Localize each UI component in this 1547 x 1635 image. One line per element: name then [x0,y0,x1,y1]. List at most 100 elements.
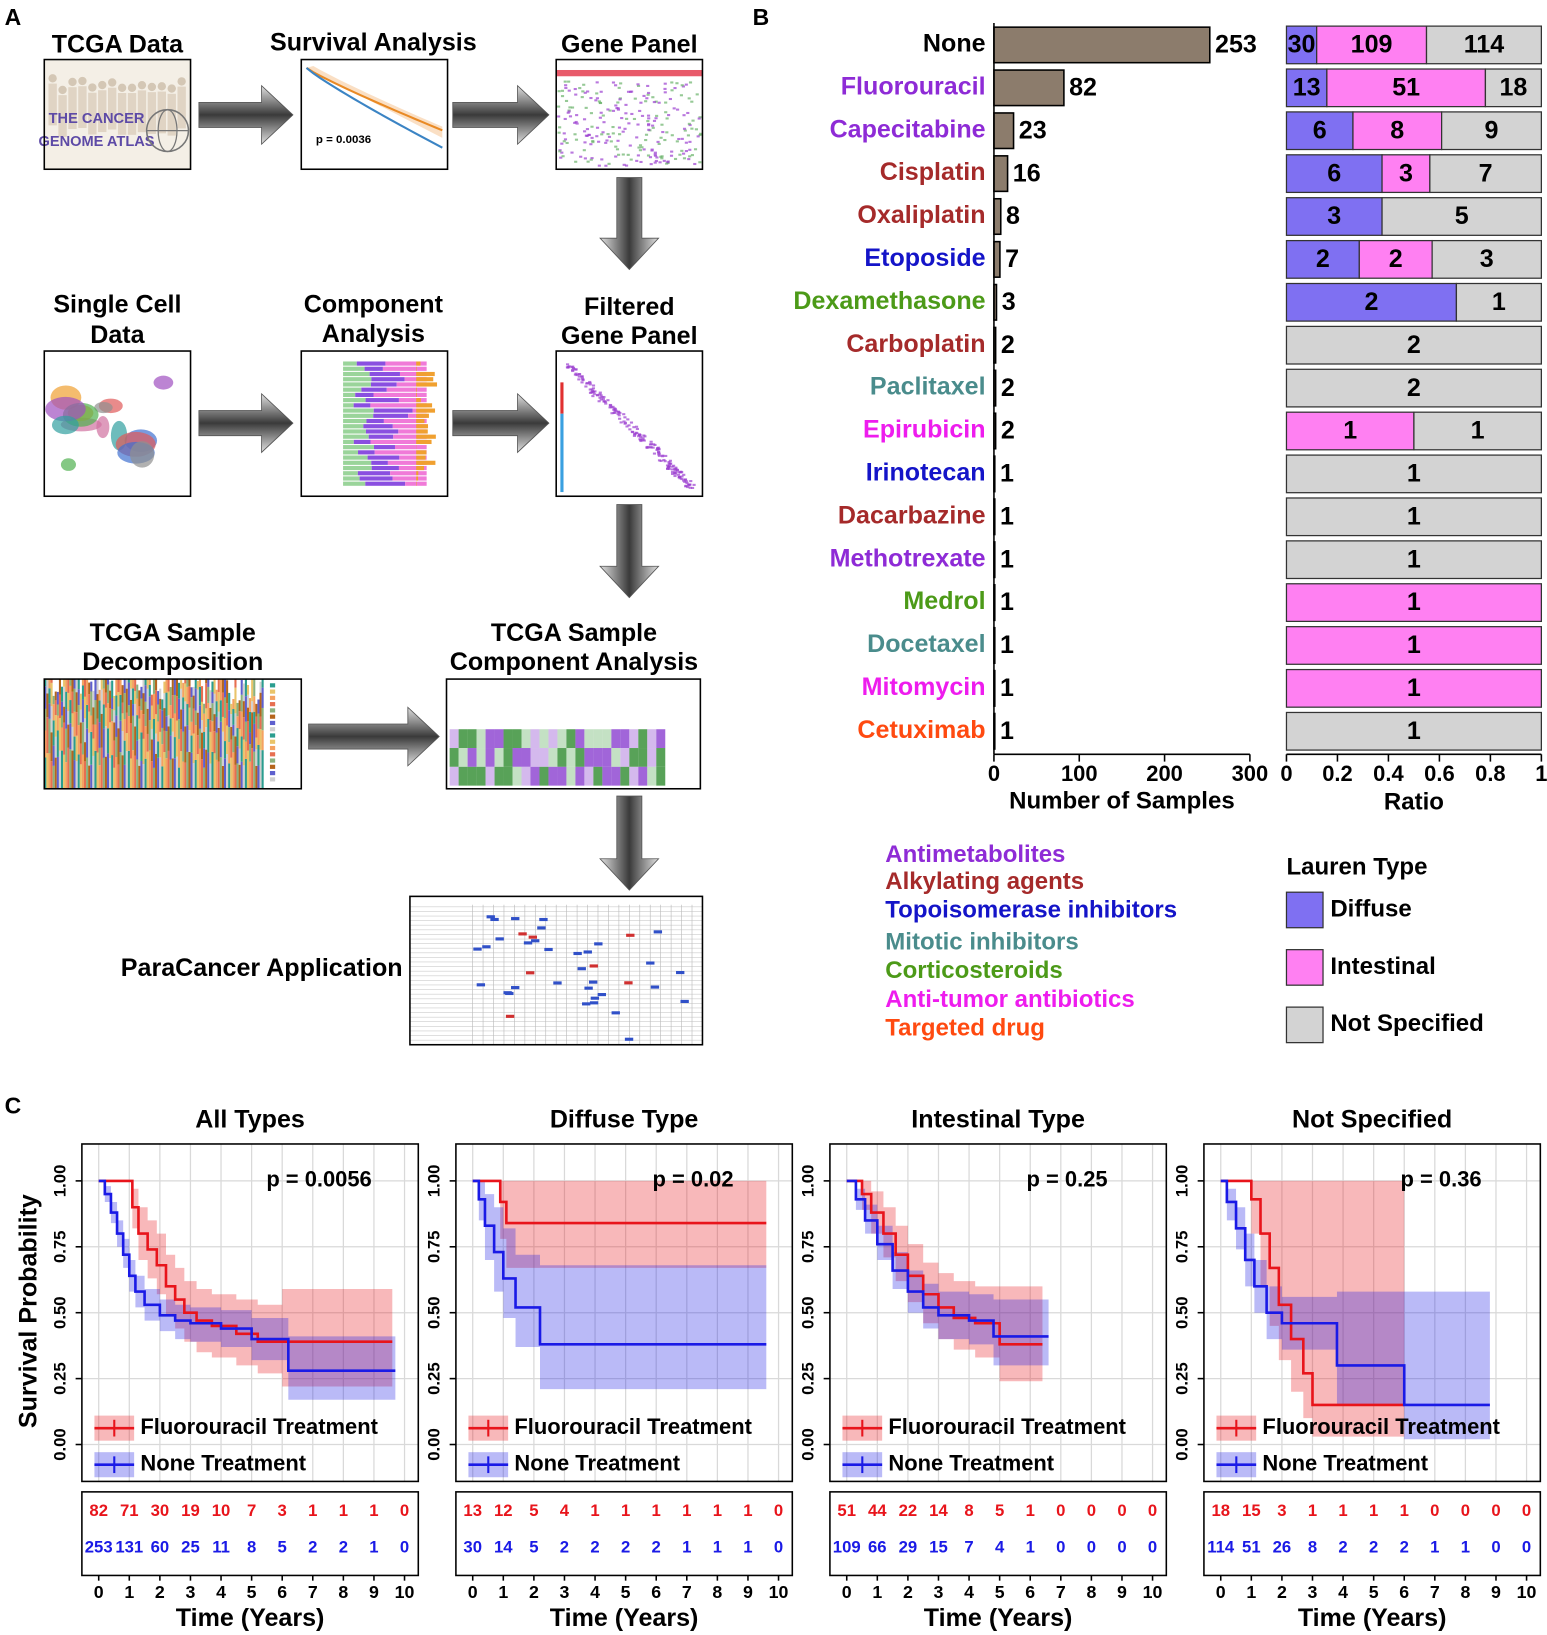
thumb-stripe [165,758,168,789]
thumb-bar [343,476,360,481]
thumb-dot [639,101,643,104]
thumb-bar [394,445,427,450]
thumb-dot [682,127,687,130]
segment-label: 3 [1327,202,1341,230]
logo-text: GENOME ATLAS [38,134,154,150]
legend-label: None Treatment [514,1451,680,1476]
thumb-dot [648,446,653,449]
thumb-bar [357,471,391,476]
thumb-stripe [148,696,151,721]
thumb-dot [635,159,639,162]
thumb-stripe [244,758,247,789]
thumb-dot [614,145,618,148]
thumb-dot [585,128,590,131]
segment-label: 1 [1407,717,1421,745]
x-tick-label: 0 [468,1582,478,1602]
thumb-cell [647,729,657,749]
thumb-stripe [54,757,57,789]
silhouette [167,84,176,93]
at-risk: 1 [369,1501,378,1520]
thumb-stripe [157,757,160,789]
x-tick-label: 8 [338,1582,348,1602]
thumb-bar [366,418,384,424]
thumb-dot [599,111,603,114]
thumb-stripe [113,722,116,741]
thumb-cell [512,729,522,749]
thumb-stripe [102,757,105,789]
at-risk: 253 [85,1538,113,1557]
thumb-cell [638,729,648,749]
thumb-stripe [240,761,243,789]
thumb-dot [597,140,601,143]
thumb-dot [600,158,604,161]
flow-arrow [198,84,294,146]
thumb-dot [667,466,671,469]
thumb-stripe [171,731,174,759]
thumb-stripe [159,731,162,758]
thumb-cell [575,766,585,786]
thumb-stripe [157,741,160,758]
thumb-stripe [192,686,195,696]
thumb-dot [635,136,639,139]
thumb-stripe [157,704,160,722]
thumb-stripe [63,706,66,723]
thumb-stripe [90,715,93,732]
thumb-stripe [129,723,133,759]
thumb-cell [593,766,603,786]
ratio-segment [1285,583,1543,623]
thumb-dot [565,141,569,145]
thumb-stripe [257,713,260,729]
thumb-cell [539,729,549,749]
thumb-dot [587,133,591,136]
thumb-dot [595,393,599,396]
thumb-stripe [148,720,151,751]
thumb-bar [398,465,427,471]
thumb-dot [562,140,566,143]
thumb-bar [343,471,358,476]
thumb-stripe [79,709,82,723]
thumb-stripe [217,692,220,712]
thumb-dot [686,486,690,489]
thumb-dot [678,153,682,156]
thumb-cell [530,729,540,749]
thumb-stripe [132,688,135,705]
at-risk: 3 [1277,1501,1286,1520]
thumb-stripe [90,764,93,789]
thumb-dot [670,150,674,153]
thumb-stripe [173,713,176,738]
thumb-dot [661,131,665,134]
thumb-stripe [213,693,216,715]
thumb-stripe [165,716,168,732]
thumb-stripe [238,748,241,765]
thumb-dot [646,154,651,157]
thumb-dot [680,149,684,152]
thumb-dot [588,383,592,386]
thumb-stripe [259,692,262,717]
legend-label: Fluorouracil Treatment [1262,1414,1500,1439]
survival-curve [98,1179,396,1373]
thumb-stripe [132,715,135,751]
thumb-dot [688,148,692,151]
thumb-stripe [146,751,149,789]
risk-frame [81,1491,420,1577]
thumb-cell [458,766,468,786]
thumb-stripe [119,679,122,695]
thumb-stripe [209,690,212,708]
thumb-cell [512,748,522,767]
thumb-stripe [113,767,116,789]
thumb-key [269,683,276,688]
thumb-dot [651,96,655,99]
thumb-dot [597,100,601,103]
thumb-cell [680,999,689,1004]
thumb-dot [690,154,694,157]
step-box [409,895,704,1046]
thumb-dot [567,80,571,83]
thumb-stripe [152,679,156,694]
at-risk: 1 [713,1538,722,1557]
step-title: Gene Panel [561,322,698,350]
y-tick-label: 0.50 [424,1296,443,1329]
thumb-stripe [60,750,64,789]
x-tick-label: 6 [1025,1582,1035,1602]
thumb-dot [589,96,593,100]
at-risk: 13 [463,1501,482,1520]
